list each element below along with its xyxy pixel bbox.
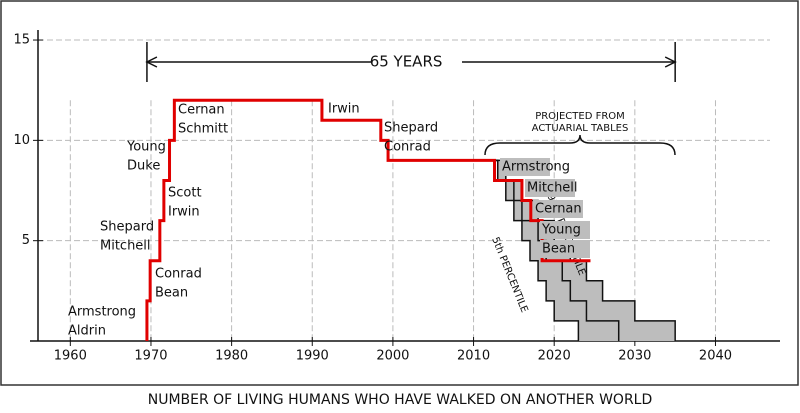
percentile-label: 5th PERCENTILE (489, 236, 529, 315)
label-bg (540, 221, 590, 239)
event-label: Armstrong (502, 160, 570, 175)
event-label: Young (126, 140, 166, 155)
y-tick-label: 10 (13, 133, 30, 148)
x-tick-label: 1960 (54, 349, 87, 364)
label-bg (533, 200, 583, 218)
event-label: Irwin (168, 205, 200, 220)
arrow-head (145, 56, 158, 68)
y-tick-label: 15 (13, 33, 30, 48)
event-label: Young (541, 223, 581, 238)
event-label: Armstrong (68, 305, 136, 320)
event-label: Bean (542, 242, 575, 257)
event-label: Cernan (535, 202, 582, 217)
x-tick-label: 1990 (296, 349, 329, 364)
x-tick-label: 2030 (618, 349, 651, 364)
event-label: Irwin (328, 102, 360, 117)
x-tick-label: 2000 (376, 349, 409, 364)
event-label: Conrad (384, 140, 431, 155)
span-label: 65 YEARS (370, 53, 443, 71)
frame (0, 0, 799, 386)
event-label: Conrad (155, 267, 202, 282)
label-bg (525, 179, 575, 197)
event-label: Mitchell (527, 181, 578, 196)
living-line (145, 98, 591, 341)
projection-note: ACTUARIAL TABLES (532, 123, 629, 134)
x-tick-label: 1980 (215, 349, 248, 364)
event-label: Aldrin (68, 324, 106, 339)
x-tick-label: 2010 (457, 349, 490, 364)
event-label: Bean (155, 286, 188, 301)
x-tick-label: 2040 (699, 349, 732, 364)
event-label: Shepard (100, 220, 154, 235)
chart-title: NUMBER OF LIVING HUMANS WHO HAVE WALKED … (148, 392, 653, 408)
label-bg (540, 240, 590, 258)
event-label: Scott (168, 186, 202, 201)
event-label: Schmitt (178, 122, 228, 137)
event-label: Shepard (384, 121, 438, 136)
event-label: Cernan (178, 103, 225, 118)
y-tick-label: 5 (22, 233, 30, 248)
brace (484, 134, 676, 156)
event-label: Duke (127, 159, 160, 174)
percentile-line (489, 159, 580, 341)
x-tick-label: 1970 (134, 349, 167, 364)
x-tick-label: 2020 (538, 349, 571, 364)
event-label: Mitchell (100, 239, 151, 254)
label-bg (500, 158, 550, 176)
projection-note: PROJECTED FROM (535, 111, 625, 122)
arrow-head (664, 56, 677, 68)
